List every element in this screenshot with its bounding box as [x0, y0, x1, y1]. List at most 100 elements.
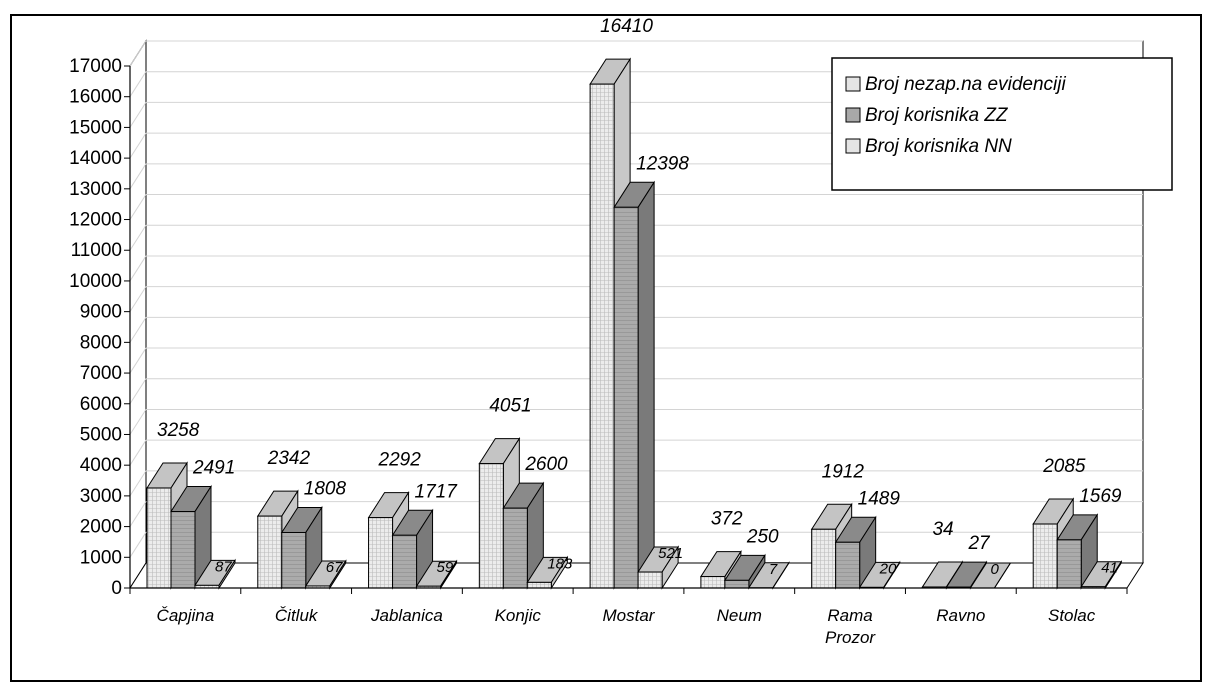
x-tick-label-line: Ravno: [936, 606, 985, 625]
bar-front: [700, 576, 726, 589]
data-label: 1569: [1079, 486, 1122, 507]
x-tick-label-line: Neum: [717, 606, 762, 625]
x-tick-label: Stolac: [1048, 606, 1096, 625]
y-tick-label: 0: [111, 578, 122, 599]
gridline-side: [129, 378, 147, 405]
y-tick-label: 3000: [80, 486, 122, 507]
x-tick-label-line: Mostar: [603, 606, 656, 625]
x-tick-label: Rama Prozor: [825, 606, 876, 647]
legend-label: Broj korisnika NN: [865, 136, 1012, 157]
y-tick-label: 6000: [80, 394, 122, 415]
bar-front: [724, 579, 750, 589]
gridline-side: [129, 102, 147, 128]
data-label: 250: [746, 526, 779, 547]
gridline-side: [129, 255, 147, 282]
bar-front: [502, 507, 528, 589]
bar: [637, 545, 680, 590]
y-tick-label: 7000: [80, 363, 122, 384]
x-tick-label: Konjic: [495, 606, 542, 625]
x-tick-label: Jablanica: [370, 606, 443, 625]
y-tick-label: 13000: [69, 179, 122, 200]
bar-front: [257, 515, 283, 589]
bar-front: [835, 541, 861, 589]
gridline-side: [129, 532, 147, 558]
x-tick-label-line: Jablanica: [370, 606, 443, 625]
data-label: 183: [547, 555, 573, 572]
y-tick-label: 16000: [69, 87, 122, 108]
bar-front: [526, 581, 552, 589]
y-tick-label: 2000: [80, 517, 122, 538]
data-label: 7: [769, 561, 778, 578]
data-label: 20: [879, 560, 897, 577]
bar-front: [1032, 523, 1058, 589]
x-tick-label-line: Rama: [827, 606, 872, 625]
bar-front: [613, 206, 639, 589]
data-label: 1808: [304, 478, 347, 499]
gridline-side: [129, 470, 147, 497]
data-label: 16410: [600, 16, 653, 37]
gridline-side: [129, 194, 147, 220]
bar: [1056, 513, 1099, 590]
y-tick-label: 15000: [69, 117, 122, 138]
y-tick-label: 4000: [80, 455, 122, 476]
bar-front: [637, 571, 663, 589]
gridline-side: [129, 40, 147, 67]
gridline-side: [129, 501, 147, 527]
data-label: 0: [990, 561, 999, 578]
y-tick-label: 17000: [69, 56, 122, 77]
bars: 3258 2491 87 2342 1808 67 2292 1717 59 4051 2600 18…: [146, 16, 1123, 590]
gridline-side: [129, 71, 147, 97]
data-label: 34: [932, 519, 953, 540]
data-label: 41: [1101, 560, 1118, 577]
gridline-side: [129, 224, 147, 251]
bar-front: [170, 511, 196, 589]
bar: [613, 180, 656, 590]
bar-front: [478, 463, 504, 589]
y-tick-label: 9000: [80, 302, 122, 323]
x-tick-label-line: Konjic: [495, 606, 542, 625]
legend-label: Broj nezap.na evidenciji: [865, 74, 1066, 95]
data-label: 1489: [858, 488, 901, 509]
bar-side: [994, 562, 1011, 589]
x-tick-label-line: Čapjina: [157, 606, 215, 625]
y-tick-label: 8000: [80, 332, 122, 353]
bar: [502, 481, 545, 590]
x-tick-label: Mostar: [603, 606, 656, 625]
bar-front: [281, 531, 307, 589]
legend-swatch: [845, 138, 861, 154]
bar: [526, 555, 569, 590]
data-label: 2292: [378, 450, 422, 471]
data-label: 2491: [192, 458, 235, 479]
y-tick-label: 12000: [69, 210, 122, 231]
data-label: 372: [711, 509, 743, 530]
x-tick-label-line: Stolac: [1048, 606, 1096, 625]
y-tick-label: 14000: [69, 148, 122, 169]
bar: [415, 559, 458, 590]
data-label: 521: [658, 545, 683, 562]
bar-front: [811, 528, 837, 589]
data-label: 87: [215, 558, 232, 575]
legend-swatch: [845, 76, 861, 92]
bar: [170, 484, 212, 590]
data-label: 2342: [267, 448, 311, 469]
gridline-side: [129, 347, 147, 374]
bar-front: [589, 83, 615, 589]
gridline-side: [129, 286, 147, 312]
data-label: 2600: [524, 454, 568, 475]
gridline-side: [129, 163, 147, 190]
y-tick-label: 1000: [80, 547, 122, 568]
data-label: 67: [326, 559, 343, 576]
x-tick-label: Neum: [717, 606, 762, 625]
bar-front: [368, 517, 394, 589]
gridline-side: [129, 317, 147, 343]
x-tick-label: Čitluk: [275, 606, 319, 625]
bar-front: [146, 487, 172, 589]
data-label: 2085: [1042, 456, 1086, 477]
x-tick-label-line: Čitluk: [275, 606, 319, 625]
x-tick-label: Ravno: [936, 606, 985, 625]
bar: [280, 505, 323, 590]
data-label: 1912: [822, 461, 865, 482]
data-label: 59: [437, 559, 454, 576]
data-label: 4051: [489, 396, 531, 417]
